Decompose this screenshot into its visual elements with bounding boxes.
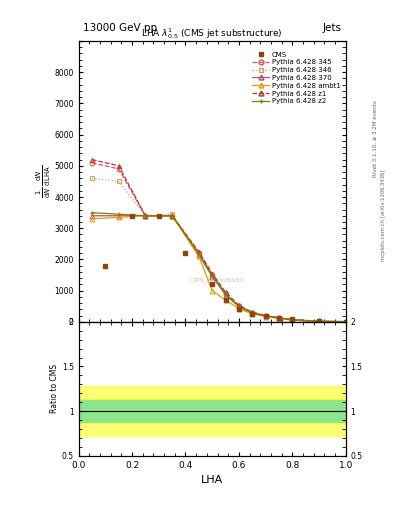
- Bar: [79, 423, 346, 436]
- Bar: [79, 386, 346, 399]
- Title: LHA $\lambda^{1}_{0.5}$ (CMS jet substructure): LHA $\lambda^{1}_{0.5}$ (CMS jet substru…: [141, 26, 283, 41]
- Text: Jets: Jets: [323, 23, 342, 33]
- Legend: CMS, Pythia 6.428 345, Pythia 6.428 346, Pythia 6.428 370, Pythia 6.428 ambt1, P: CMS, Pythia 6.428 345, Pythia 6.428 346,…: [251, 50, 342, 106]
- Bar: [79, 399, 346, 423]
- X-axis label: LHA: LHA: [201, 475, 223, 485]
- Text: Rivet 3.1.10, ≥ 3.2M events: Rivet 3.1.10, ≥ 3.2M events: [373, 100, 378, 177]
- Y-axis label: $\frac{1}{\mathrm{d}N}\,\frac{\mathrm{d}N}{\mathrm{d}\,\mathrm{LHA}}$: $\frac{1}{\mathrm{d}N}\,\frac{\mathrm{d}…: [35, 165, 53, 198]
- Text: CMS_2_J1920187: CMS_2_J1920187: [191, 277, 244, 283]
- Y-axis label: Ratio to CMS: Ratio to CMS: [50, 364, 59, 413]
- Text: mcplots.cern.ch [arXiv:1306.3436]: mcplots.cern.ch [arXiv:1306.3436]: [381, 169, 386, 261]
- Text: 13000 GeV pp: 13000 GeV pp: [83, 23, 157, 33]
